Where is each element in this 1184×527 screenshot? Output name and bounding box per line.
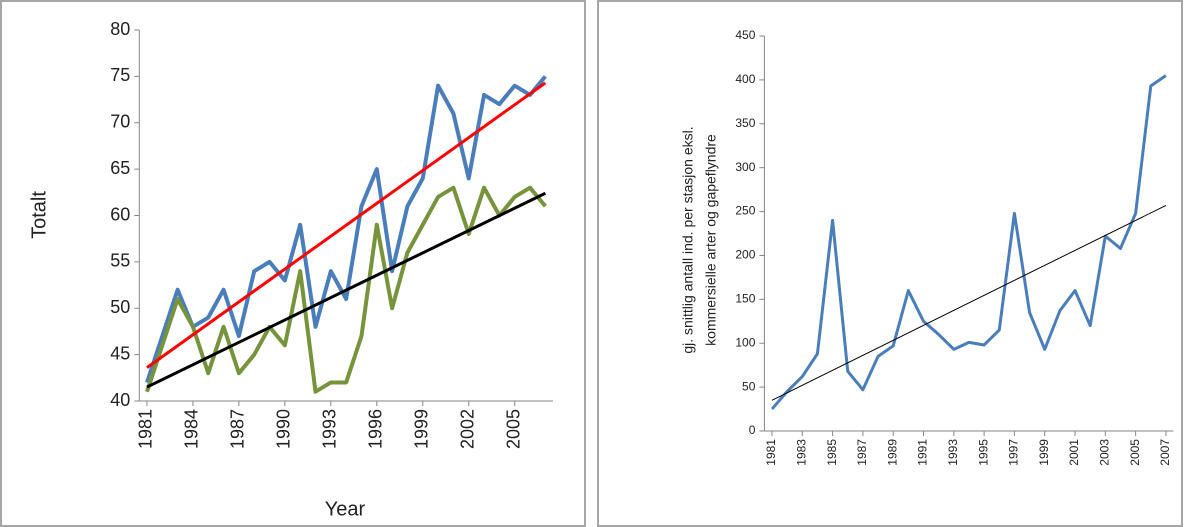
panel-border (597, 0, 1183, 527)
x-tick-label: 2005 (1128, 439, 1142, 466)
x-tick-label: 1983 (794, 439, 808, 466)
x-tick-label: 1985 (825, 439, 839, 466)
trend-line (771, 204, 1167, 401)
y-tick-label: 45 (110, 343, 130, 363)
x-tick-label: 2005 (503, 409, 523, 449)
y-tick-label: 60 (110, 204, 130, 224)
x-tick-label: 1993 (946, 439, 960, 466)
x-tick-label: 2007 (1158, 439, 1172, 466)
x-tick-label: 2002 (457, 409, 477, 449)
y-tick-label: 70 (110, 112, 130, 132)
y-tick-label: 300 (735, 160, 755, 174)
x-tick-label: 1999 (412, 409, 432, 449)
y-tick-label: 80 (110, 19, 130, 39)
y-axis-label: Totalt (28, 191, 50, 239)
x-tick-label: 1987 (228, 409, 248, 449)
trend-line (146, 191, 546, 389)
y-tick-label: 40 (110, 390, 130, 410)
y-axis-label: gj. snittlig antall ind. per stasjon eks… (680, 126, 696, 353)
x-tick-label: 1997 (1007, 439, 1021, 466)
y-tick-label: 50 (742, 379, 756, 393)
y-tick-label: 400 (735, 72, 755, 86)
x-tick-label: 1981 (764, 439, 778, 466)
x-tick-label: 1984 (182, 409, 202, 449)
panel-border (0, 0, 586, 527)
x-tick-label: 1987 (855, 439, 869, 466)
x-tick-label: 2001 (1067, 439, 1081, 466)
trend-line (146, 81, 547, 369)
y-axis-label: kommersielle arter og gapeflyndre (703, 134, 719, 346)
x-tick-label: 1991 (916, 439, 930, 466)
y-tick-label: 450 (735, 28, 755, 42)
y-tick-label: 350 (735, 116, 755, 130)
y-tick-label: 75 (110, 65, 130, 85)
x-tick-label: 1995 (976, 439, 990, 466)
y-tick-label: 50 (110, 297, 130, 317)
x-tick-label: 1989 (885, 439, 899, 466)
x-tick-label: 1990 (274, 409, 294, 449)
y-tick-label: 0 (749, 423, 756, 437)
y-tick-label: 150 (735, 292, 755, 306)
y-tick-label: 100 (735, 335, 755, 349)
y-tick-label: 55 (110, 251, 130, 271)
y-tick-label: 65 (110, 158, 130, 178)
y-tick-label: 250 (735, 204, 755, 218)
x-tick-label: 1999 (1037, 439, 1051, 466)
data-line (145, 185, 547, 394)
data-line (770, 74, 1167, 411)
x-axis-label: Year (325, 498, 366, 520)
y-tick-label: 200 (735, 248, 755, 262)
x-tick-label: 2003 (1097, 439, 1111, 466)
x-tick-label: 1993 (320, 409, 340, 449)
x-tick-label: 1996 (366, 409, 386, 449)
x-tick-label: 1981 (136, 409, 156, 449)
data-line (145, 75, 547, 384)
